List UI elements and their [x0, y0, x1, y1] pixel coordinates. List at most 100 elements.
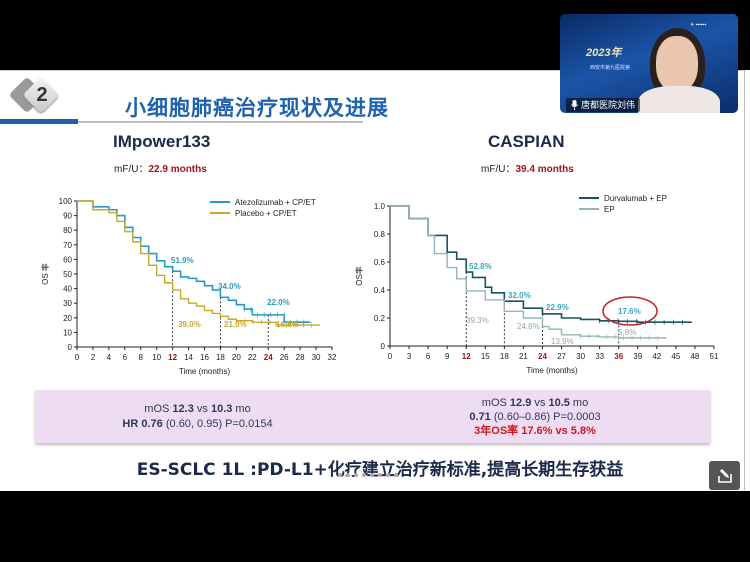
- speaker-face: [656, 36, 698, 92]
- y-tick-label: 30: [63, 299, 72, 308]
- edit-button[interactable]: [709, 461, 740, 490]
- survival-curve: [390, 205, 692, 323]
- right-trial-mfu: mF/U：39.4 months: [481, 160, 574, 175]
- x-tick-label: 18: [500, 352, 509, 361]
- survival-curve: [77, 200, 321, 326]
- speaker-name-tag: 唐都医院刘伟: [566, 98, 641, 112]
- survival-curve: [390, 205, 667, 339]
- left-trial-title: IMpower133: [113, 132, 211, 151]
- y-tick-label: 0.6: [374, 258, 386, 267]
- title-underline-blue: [0, 119, 78, 124]
- survival-rate-label-bottom: 21.0%: [224, 320, 247, 329]
- x-tick-label: 12: [462, 352, 471, 361]
- y-tick-label: 40: [63, 285, 72, 294]
- title-underline-grey: [78, 121, 363, 123]
- x-tick-label: 42: [652, 352, 661, 361]
- x-tick-label: 0: [75, 353, 80, 362]
- mfu-label: mF/U：: [481, 164, 516, 175]
- x-tick-label: 10: [152, 353, 161, 362]
- x-tick-label: 6: [426, 352, 431, 361]
- survival-rate-label-top: 17.6%: [618, 307, 641, 316]
- x-tick-label: 36: [614, 352, 623, 361]
- x-tick-label: 27: [557, 352, 566, 361]
- y-tick-label: 80: [63, 226, 72, 235]
- x-tick-label: 24: [264, 353, 273, 362]
- right-mos-line: mOS 12.9 vs 10.5 mo: [481, 397, 589, 409]
- survival-rate-label-bottom: 39.0%: [178, 320, 201, 329]
- legend-label: Atezolizumab + CP/ET: [235, 198, 316, 207]
- left-mos-line: mOS 12.3 vs 10.3 mo: [144, 403, 251, 415]
- speaker-video-tile[interactable]: ✈ ▪▪▪▪▪▪ 2023年 西安市第九医院第 唐都医院刘伟: [560, 14, 738, 113]
- x-tick-label: 16: [200, 353, 209, 362]
- mfu-label: mF/U：: [114, 164, 149, 175]
- survival-rate-label-top: 22.0%: [267, 298, 290, 307]
- x-tick-label: 32: [328, 353, 337, 362]
- legend-label: Durvalumab + EP: [604, 194, 667, 203]
- y-tick-label: 50: [63, 270, 72, 279]
- y-axis-label: OS率: [354, 266, 364, 286]
- page-dot[interactable]: [362, 473, 366, 477]
- y-tick-label: 100: [59, 197, 73, 206]
- x-tick-label: 18: [216, 353, 225, 362]
- caspian-km-chart: 00.20.40.60.81.00 3 6 9 12 15 18 21 24 27 30 33 36 39…: [354, 194, 719, 375]
- survival-rate-label-top: 22.9%: [546, 303, 569, 312]
- page-dot[interactable]: [370, 473, 374, 477]
- x-tick-label: 8: [139, 353, 144, 362]
- y-tick-label: 0.8: [374, 230, 386, 239]
- y-tick-label: 1.0: [374, 202, 386, 211]
- right-hr-line: 0.71 (0.60–0.86) P=0.0003: [469, 411, 601, 423]
- survival-rate-label-bottom: 13.9%: [551, 337, 574, 346]
- page-indicator-dots[interactable]: [338, 473, 398, 477]
- x-tick-label: 30: [312, 353, 321, 362]
- survival-rate-label-top: 52.8%: [469, 262, 492, 271]
- y-tick-label: 90: [63, 212, 72, 221]
- y-tick-label: 0.4: [374, 286, 386, 295]
- x-tick-label: 6: [123, 353, 128, 362]
- section-number-badge: 2: [8, 76, 60, 116]
- x-tick-label: 15: [481, 352, 490, 361]
- x-tick-label: 26: [280, 353, 289, 362]
- x-tick-label: 4: [107, 353, 112, 362]
- x-tick-label: 48: [690, 352, 699, 361]
- x-tick-label: 30: [576, 352, 585, 361]
- microphone-icon: [571, 100, 578, 110]
- x-tick-label: 12: [168, 353, 177, 362]
- survival-rate-label-bottom: 24.8%: [517, 322, 540, 331]
- x-axis-label: Time (months): [179, 367, 231, 376]
- y-tick-label: 20: [63, 314, 72, 323]
- x-tick-label: 9: [445, 352, 450, 361]
- x-tick-label: 22: [248, 353, 257, 362]
- page-dot[interactable]: [354, 473, 358, 477]
- x-tick-label: 20: [232, 353, 241, 362]
- survival-rate-label-top: 51.9%: [171, 256, 194, 265]
- survival-rate-label-top: 32.0%: [508, 291, 531, 300]
- survival-rate-label-top: 34.0%: [218, 282, 241, 291]
- y-tick-label: 10: [63, 328, 72, 337]
- left-summary: mOS 12.3 vs 10.3 mo HR 0.76 (0.60, 0.95)…: [35, 402, 360, 432]
- page-dot[interactable]: [386, 473, 390, 477]
- slide-edge: [744, 70, 750, 490]
- legend-label: Placebo + CP/ET: [235, 209, 297, 218]
- x-tick-label: 28: [296, 353, 305, 362]
- page-dot[interactable]: [378, 473, 382, 477]
- right-3yr-os-line: 3年OS率 17.6% vs 5.8%: [474, 425, 596, 437]
- mfu-value: 39.4 months: [515, 164, 574, 175]
- results-summary-box: mOS 12.3 vs 10.3 mo HR 0.76 (0.60, 0.95)…: [35, 390, 710, 443]
- page-dot[interactable]: [338, 473, 342, 477]
- x-tick-label: 39: [633, 352, 642, 361]
- page-dot[interactable]: [346, 473, 350, 477]
- right-trial-title: CASPIAN: [488, 132, 565, 151]
- y-tick-label: 0: [68, 343, 73, 352]
- y-axis-label: OS 率: [40, 263, 50, 285]
- left-hr-line: HR 0.76 (0.60, 0.95) P=0.0154: [122, 418, 273, 430]
- banner-year: 2023年: [586, 47, 622, 59]
- page-title: 小细胞肺癌治疗现状及进展: [125, 96, 389, 120]
- page-dot[interactable]: [394, 473, 398, 477]
- y-tick-label: 60: [63, 255, 72, 264]
- x-tick-label: 3: [407, 352, 412, 361]
- speaker-body: [638, 86, 720, 113]
- survival-rate-label-bottom: 39.3%: [466, 316, 489, 325]
- speaker-name: 唐都医院刘伟: [581, 100, 636, 110]
- survival-rate-label-bottom: 5.8%: [618, 328, 636, 337]
